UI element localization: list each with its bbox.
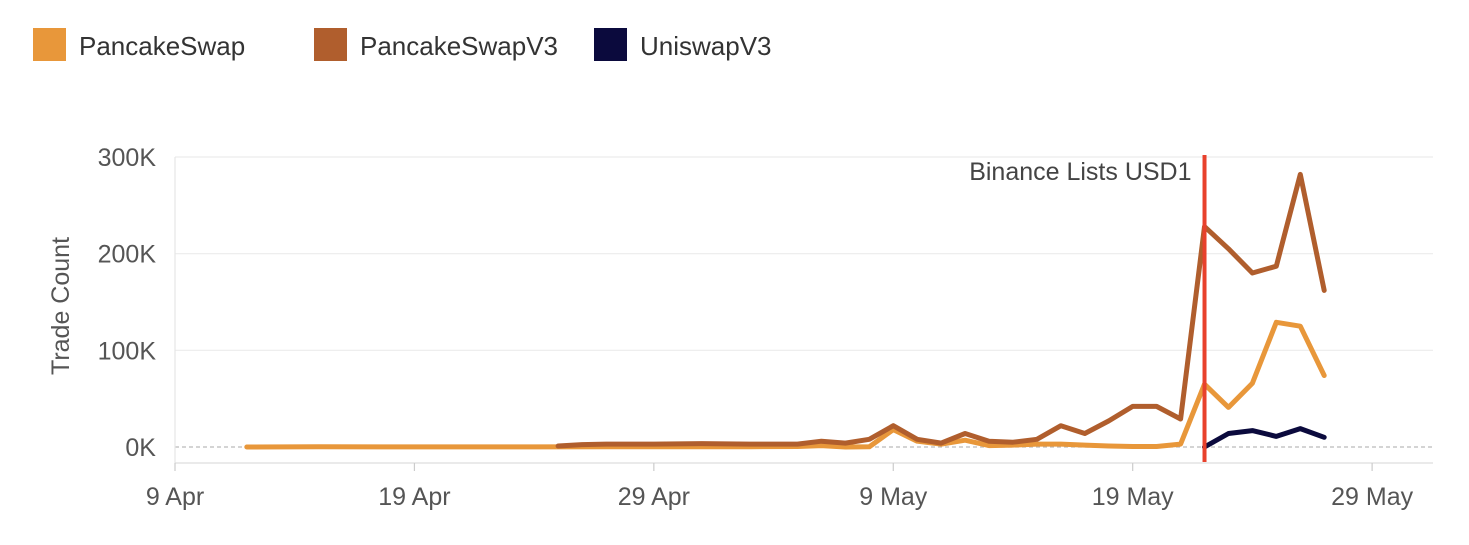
y-tick-label: 0K bbox=[125, 434, 156, 462]
x-tick-label: 29 May bbox=[1331, 483, 1413, 511]
axes: 0K 100K 200K 300K Trade Count 9 Apr 19 Apr 29 A… bbox=[47, 144, 1414, 511]
legend-label: PancakeSwapV3 bbox=[360, 31, 558, 61]
series-line bbox=[244, 319, 1327, 450]
annotation: Binance Lists USD1 bbox=[969, 155, 1207, 462]
legend-item[interactable]: PancakeSwap bbox=[33, 28, 245, 61]
x-tick-label: 9 Apr bbox=[146, 483, 204, 511]
legend-item[interactable]: UniswapV3 bbox=[594, 28, 772, 61]
legend: PancakeSwap PancakeSwapV3 UniswapV3 bbox=[33, 28, 772, 61]
legend-swatch bbox=[594, 28, 627, 61]
x-tick-label: 9 May bbox=[859, 483, 928, 511]
y-tick-label: 300K bbox=[98, 144, 157, 172]
y-axis-label: Trade Count bbox=[47, 237, 75, 375]
y-tick-label: 100K bbox=[98, 337, 157, 365]
series-lines bbox=[244, 171, 1327, 450]
legend-swatch bbox=[33, 28, 66, 61]
y-tick-label: 200K bbox=[98, 241, 157, 269]
annotation-label: Binance Lists USD1 bbox=[969, 158, 1191, 186]
series-line bbox=[1202, 426, 1327, 450]
x-tick-label: 19 Apr bbox=[378, 483, 450, 511]
series-line bbox=[555, 171, 1327, 449]
legend-item[interactable]: PancakeSwapV3 bbox=[314, 28, 558, 61]
grid bbox=[174, 156, 1433, 464]
legend-label: UniswapV3 bbox=[640, 31, 772, 61]
x-tick-label: 29 Apr bbox=[618, 483, 690, 511]
x-tick-label: 19 May bbox=[1092, 483, 1174, 511]
legend-swatch bbox=[314, 28, 347, 61]
legend-label: PancakeSwap bbox=[79, 31, 245, 61]
